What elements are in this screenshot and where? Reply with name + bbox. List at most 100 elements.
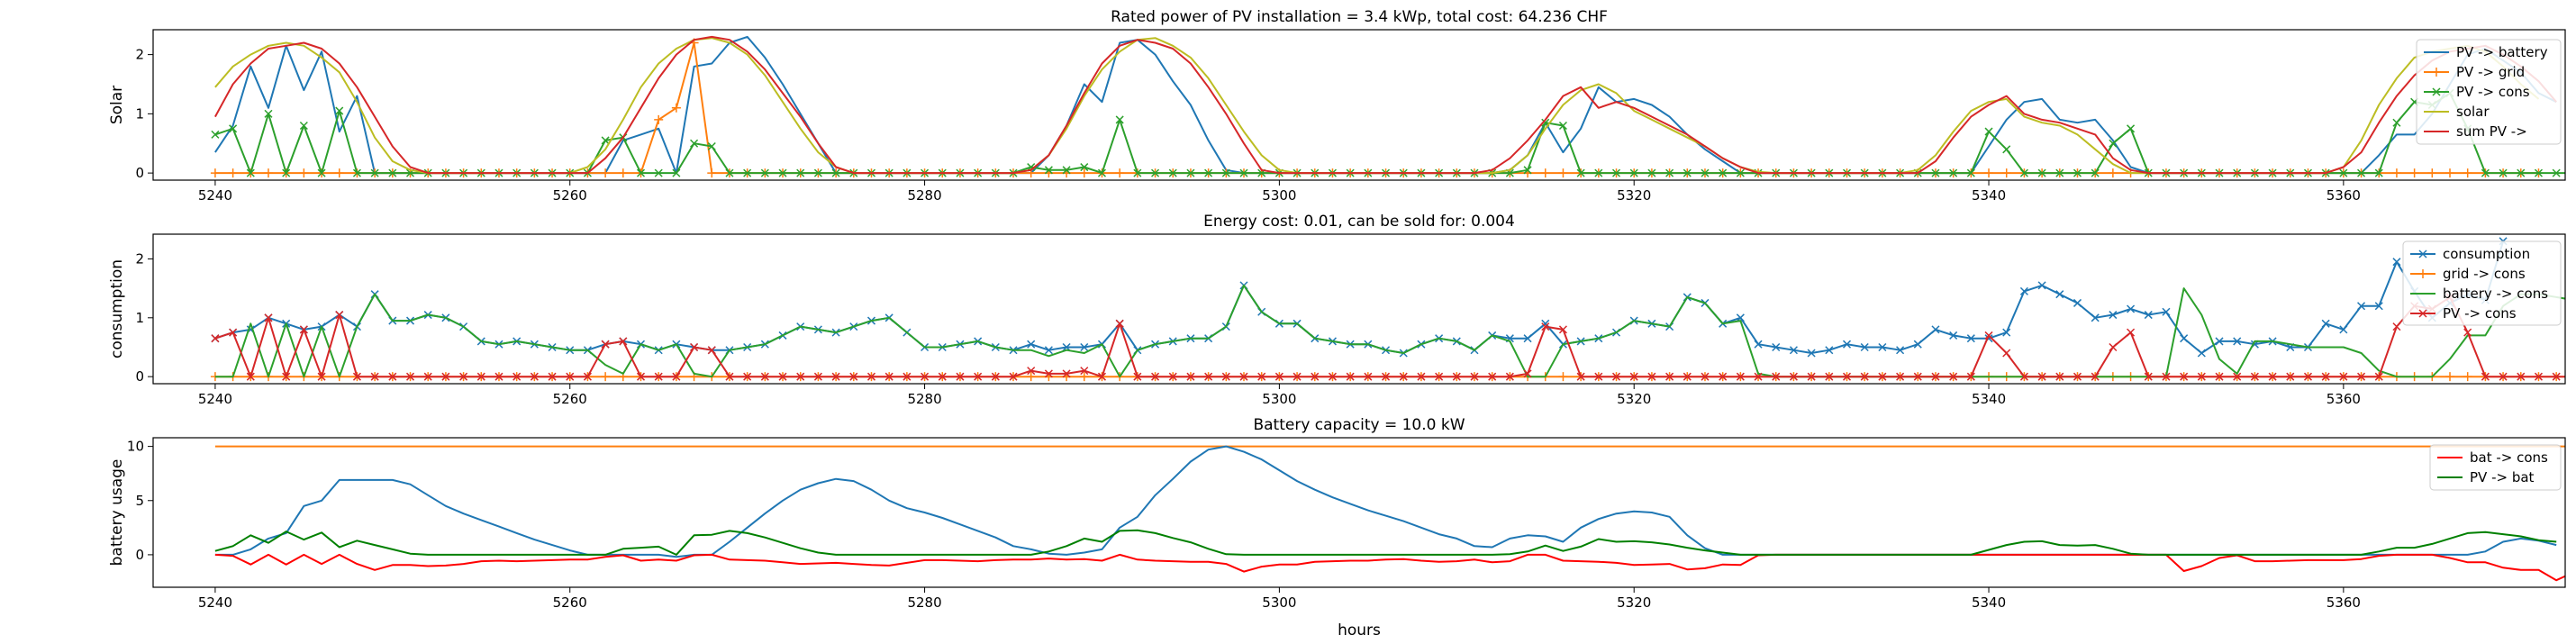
legend-label: PV -> battery bbox=[2456, 44, 2548, 60]
data-point bbox=[1133, 168, 1142, 177]
data-point bbox=[1151, 372, 1160, 381]
data-point bbox=[210, 168, 220, 178]
data-point bbox=[1044, 166, 1053, 175]
data-point bbox=[1168, 372, 1177, 381]
data-point bbox=[2197, 349, 2206, 358]
plots: Rated power of PV installation = 3.4 kWp… bbox=[108, 8, 2566, 639]
series-pv-cons bbox=[211, 293, 2565, 381]
data-point bbox=[690, 342, 699, 352]
data-point bbox=[405, 372, 415, 381]
data-point bbox=[1080, 342, 1089, 352]
data-point bbox=[2144, 311, 2153, 320]
data-point bbox=[1754, 340, 1763, 349]
chart-title: Energy cost: 0.01, can be sold for: 0.00… bbox=[1203, 213, 1515, 231]
x-tick-label: 5320 bbox=[1617, 187, 1651, 204]
data-point bbox=[1629, 372, 1638, 381]
data-point bbox=[1594, 372, 1603, 381]
data-point bbox=[974, 372, 983, 381]
legend-label: bat -> cons bbox=[2470, 449, 2548, 466]
data-point bbox=[2268, 372, 2277, 381]
data-point bbox=[2499, 372, 2508, 381]
legend: bat -> cons PV -> bat bbox=[2429, 444, 2562, 491]
data-point bbox=[317, 372, 326, 381]
legend-label: battery -> cons bbox=[2443, 286, 2548, 302]
data-point bbox=[1719, 372, 1728, 381]
data-point bbox=[778, 372, 787, 381]
x-tick-label: 5340 bbox=[1972, 187, 2006, 204]
axes-frame bbox=[152, 29, 2566, 181]
data-point bbox=[1115, 168, 1125, 178]
data-point bbox=[2144, 372, 2153, 381]
data-point bbox=[2481, 168, 2490, 177]
data-point bbox=[1807, 372, 1816, 381]
data-point bbox=[370, 168, 379, 177]
y-tick-label: 0 bbox=[135, 547, 144, 563]
x-tick-label: 5280 bbox=[907, 187, 941, 204]
data-point bbox=[1576, 168, 1585, 177]
series-line bbox=[214, 295, 2565, 378]
data-point bbox=[1097, 372, 1107, 381]
data-point bbox=[1558, 168, 1568, 178]
chart-title: Rated power of PV installation = 3.4 kWp… bbox=[1111, 8, 1608, 26]
legend-item: PV -> bat bbox=[2437, 469, 2535, 485]
data-point bbox=[1949, 168, 1958, 177]
data-point bbox=[282, 168, 291, 177]
x-tick-label: 5260 bbox=[553, 187, 587, 204]
data-point bbox=[512, 372, 522, 381]
data-point bbox=[1966, 372, 1975, 381]
data-point bbox=[2463, 328, 2472, 337]
x-tick-label: 5260 bbox=[553, 594, 587, 611]
data-point bbox=[1062, 369, 1071, 378]
data-point bbox=[2392, 322, 2401, 331]
y-axis-label: battery usage bbox=[108, 459, 126, 567]
data-point bbox=[2445, 168, 2455, 178]
data-point bbox=[1558, 325, 1567, 334]
data-point bbox=[2552, 372, 2561, 381]
data-point bbox=[317, 168, 326, 177]
x-tick-label: 5340 bbox=[1972, 594, 2006, 611]
data-point bbox=[2534, 372, 2543, 381]
data-point bbox=[1878, 372, 1887, 381]
data-point bbox=[1949, 372, 1958, 381]
data-point bbox=[1789, 346, 1798, 355]
data-point bbox=[388, 168, 397, 177]
data-point bbox=[601, 168, 611, 178]
legend-label: PV -> cons bbox=[2456, 84, 2530, 100]
data-point bbox=[494, 372, 503, 381]
legend-item: solar bbox=[2424, 104, 2490, 120]
y-tick-label: 0 bbox=[135, 368, 144, 385]
data-point bbox=[2037, 281, 2046, 290]
x-tick-label: 5360 bbox=[2327, 391, 2361, 407]
data-point bbox=[690, 139, 699, 148]
data-point bbox=[229, 124, 238, 133]
x-tick-label: 5320 bbox=[1617, 594, 1651, 611]
legend: PV -> battery PV -> grid PV -> cons solar su… bbox=[2416, 39, 2562, 145]
x-tick-label: 5240 bbox=[198, 187, 232, 204]
data-point bbox=[1719, 168, 1728, 177]
x-tick-label: 5360 bbox=[2327, 594, 2361, 611]
data-point bbox=[2197, 372, 2206, 381]
x-tick-label: 5300 bbox=[1262, 391, 1296, 407]
legend-marker bbox=[2418, 309, 2427, 318]
data-point bbox=[1860, 342, 1869, 352]
data-point bbox=[2481, 372, 2490, 381]
data-point bbox=[1772, 372, 1781, 381]
data-point bbox=[2374, 168, 2383, 177]
legend-item: PV -> battery bbox=[2424, 44, 2548, 60]
data-point bbox=[264, 109, 273, 118]
data-point bbox=[831, 168, 840, 177]
data-point bbox=[2073, 372, 2082, 381]
data-point bbox=[1825, 346, 1834, 355]
data-point bbox=[1097, 168, 1107, 177]
data-point bbox=[1027, 340, 1036, 349]
data-point bbox=[2001, 168, 2011, 178]
data-point bbox=[246, 168, 255, 177]
data-point bbox=[1221, 372, 1230, 381]
data-point bbox=[2019, 168, 2028, 177]
data-point bbox=[2055, 168, 2064, 177]
data-point bbox=[1949, 331, 1958, 340]
x-tick-label: 5300 bbox=[1262, 594, 1296, 611]
data-point bbox=[2339, 325, 2348, 334]
data-point bbox=[2162, 307, 2171, 316]
data-point bbox=[1736, 372, 1745, 381]
